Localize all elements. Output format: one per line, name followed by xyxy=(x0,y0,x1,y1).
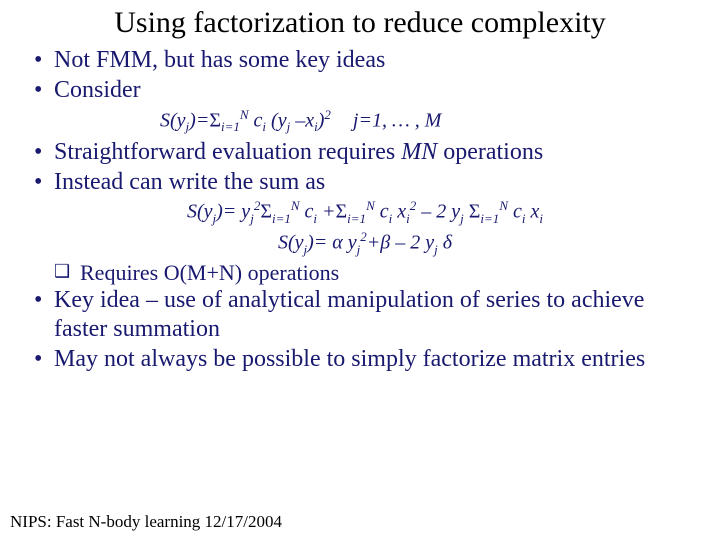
slide-footer: NIPS: Fast N-body learning 12/17/2004 xyxy=(10,512,282,532)
f2-ci3: c xyxy=(508,201,522,223)
f1-ci: c xyxy=(249,109,263,131)
f2-lo1: i=1 xyxy=(272,211,291,226)
f2-hi1: N xyxy=(291,198,300,213)
f2-xi2: x xyxy=(526,201,540,223)
f2-i4: i xyxy=(522,211,526,226)
f2-two2: 2 xyxy=(410,198,417,213)
b3a: Straightforward evaluation requires xyxy=(54,139,401,165)
bullet-1: Not FMM, but has some key ideas xyxy=(30,46,700,74)
f1-i2: i xyxy=(314,119,318,134)
f2-hi2: N xyxy=(366,198,375,213)
sigma-icon-4: Σ xyxy=(469,201,481,223)
f1-hi: N xyxy=(240,107,249,122)
slide-title: Using factorization to reduce complexity xyxy=(0,0,720,46)
f2-i1: i xyxy=(313,211,317,226)
bullet-4: Instead can write the sum as xyxy=(30,168,700,196)
f3-j1: j xyxy=(304,242,308,257)
sigma-icon-2: Σ xyxy=(260,201,272,223)
b3-mn: MN xyxy=(401,139,437,165)
f1-lo: i=1 xyxy=(221,119,240,134)
f3-j3: j xyxy=(434,242,438,257)
f3-eq: )= α y xyxy=(307,232,357,254)
f2-lo3: i=1 xyxy=(480,211,499,226)
f1-j2: j xyxy=(287,119,291,134)
f1-range: j=1, … , M xyxy=(353,109,442,131)
bullet-5: Key idea – use of analytical manipulatio… xyxy=(30,286,700,343)
f2-hi3: N xyxy=(499,198,508,213)
f1-minus: –x xyxy=(290,109,314,131)
f2-m2y: – 2 y xyxy=(416,201,460,223)
f2-i3: i xyxy=(406,211,410,226)
f2-plus: + xyxy=(317,201,336,223)
bullet-list: Not FMM, but has some key ideas Consider xyxy=(30,46,700,105)
f1-par: (y xyxy=(266,109,287,131)
slide-content: Not FMM, but has some key ideas Consider… xyxy=(0,46,720,373)
bullet-list-2: Straightforward evaluation requires MN o… xyxy=(30,138,700,197)
bullet-3: Straightforward evaluation requires MN o… xyxy=(30,138,700,166)
f2-two1: 2 xyxy=(254,198,261,213)
f2-i5: i xyxy=(539,211,543,226)
sub-bullet-1: Requires O(M+N) operations xyxy=(54,260,700,286)
f2-ci1: c xyxy=(300,201,314,223)
f1-two: 2 xyxy=(324,107,331,122)
f2-ci2: c xyxy=(375,201,389,223)
bullet-6: May not always be possible to simply fac… xyxy=(30,345,700,373)
sub-bullet-list: Requires O(M+N) operations xyxy=(54,260,700,286)
sigma-icon: Σ xyxy=(209,109,221,131)
f2-eq: )= y xyxy=(216,201,250,223)
bullet-2: Consider xyxy=(30,76,700,104)
bullet-list-3: Key idea – use of analytical manipulatio… xyxy=(30,286,700,373)
f1-sub-j: j xyxy=(186,119,190,134)
f2-xi1: x xyxy=(392,201,406,223)
f2-j2: j xyxy=(250,211,254,226)
formula-2: S(yj)= yj2Σi=1N ci +Σi=1N ci xi2 – 2 yj … xyxy=(30,198,700,227)
formula-1: S(yj)=Σi=1N ci (yj –xi)2j=1, … , M xyxy=(30,107,700,136)
f1-eq: )= xyxy=(189,109,209,131)
sigma-icon-3: Σ xyxy=(336,201,348,223)
f1-i: i xyxy=(262,119,266,134)
f3-delta: δ xyxy=(438,232,452,254)
slide: Using factorization to reduce complexity… xyxy=(0,0,720,540)
f2-lhs: S(y xyxy=(187,201,213,223)
f2-i2: i xyxy=(389,211,393,226)
b3b: operations xyxy=(437,139,543,165)
f3-beta: +β – 2 y xyxy=(367,232,434,254)
f3-two: 2 xyxy=(360,229,367,244)
f1-lhs: S(y xyxy=(160,109,186,131)
f2-j3: j xyxy=(460,211,464,226)
f2-lo2: i=1 xyxy=(347,211,366,226)
f2-j1: j xyxy=(213,211,217,226)
f3-lhs: S(y xyxy=(278,232,304,254)
formula-3: S(yj)= α yj2+β – 2 yj δ xyxy=(30,229,700,258)
